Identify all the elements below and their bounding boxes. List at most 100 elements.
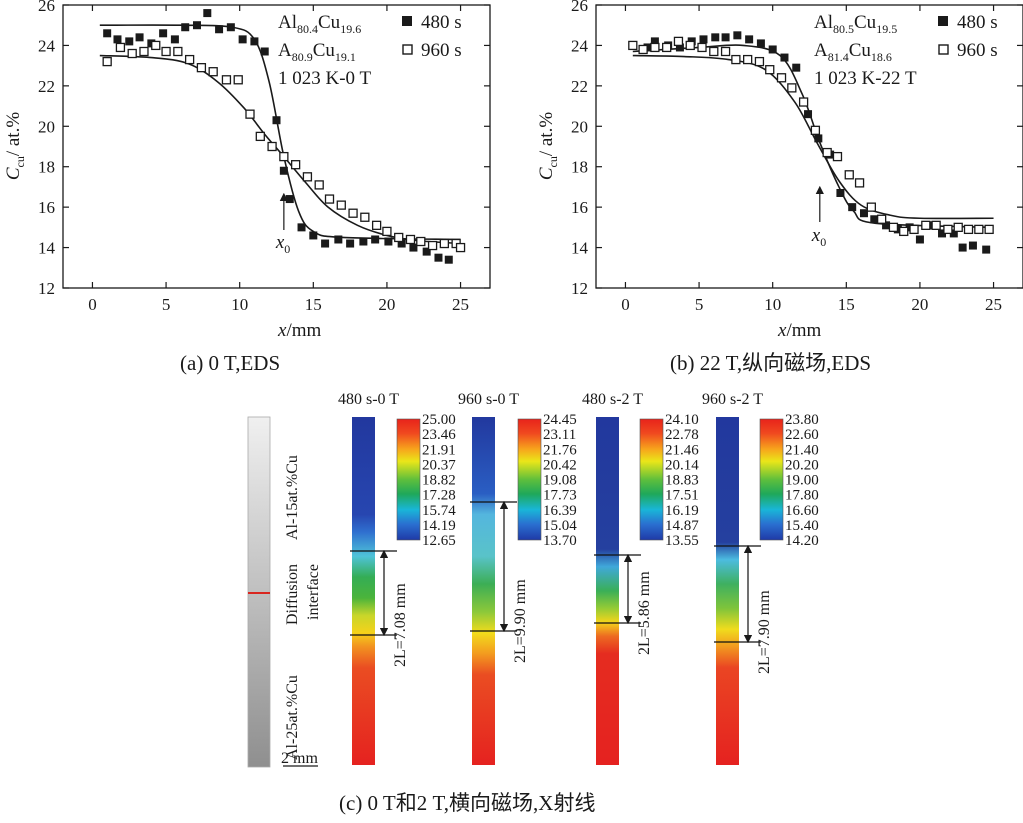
xray-column-title: 480 s-0 T	[338, 391, 399, 408]
data-point-480s	[804, 110, 813, 119]
data-point-960s	[324, 194, 335, 204]
y-tick-label: 24	[38, 36, 56, 55]
data-point-480s	[260, 47, 269, 56]
colorbar-tick-label: 15.04	[543, 518, 577, 534]
data-point-480s	[836, 188, 845, 197]
data-point-480s	[285, 195, 294, 204]
legend-a-line2: A80.9Cu19.1	[278, 40, 356, 64]
y-tick-label: 12	[571, 279, 588, 298]
data-point-960s	[427, 240, 438, 251]
data-point-480s	[870, 215, 879, 224]
plot-frame-b	[595, 4, 1023, 289]
colorbar-tick-label: 20.37	[422, 457, 456, 473]
legend-b-line2: A81.4Cu18.6	[814, 40, 892, 64]
data-point-480s	[203, 9, 212, 18]
data-point-480s	[422, 247, 431, 256]
y-tick-label: 16	[571, 198, 588, 217]
data-point-480s	[371, 235, 380, 244]
data-point-960s	[776, 73, 787, 83]
data-point-960s	[348, 208, 358, 218]
data-point-480s	[650, 37, 659, 46]
data-point-480s	[334, 235, 343, 244]
xray-column-title: 480 s-2 T	[582, 391, 643, 408]
x-tick-label: 20	[911, 295, 928, 314]
data-point-480s	[397, 239, 406, 248]
colorbar-tick-label: 21.91	[422, 442, 456, 458]
data-point-960s	[697, 42, 707, 53]
x-tick-label: 10	[764, 295, 781, 314]
x0-annotation-a: x0	[275, 192, 290, 256]
data-point-480s	[238, 35, 247, 44]
colorbar	[639, 418, 664, 541]
colorbar-tick-label: 14.20	[785, 533, 819, 549]
colorbar-tick-label: 16.19	[665, 503, 699, 519]
data-point-960s	[888, 222, 899, 233]
data-point-480s	[958, 243, 967, 252]
data-point-960s	[832, 151, 843, 162]
colorbar	[396, 418, 421, 541]
data-point-960s	[115, 42, 126, 53]
data-point-960s	[173, 46, 183, 57]
data-point-480s	[103, 29, 112, 38]
data-point-960s	[267, 141, 277, 152]
x0-label-a: x0	[275, 232, 290, 256]
data-point-960s	[360, 212, 370, 222]
y-tick-label: 14	[571, 239, 589, 258]
diffusion-length-label: 2L=9.90 mm	[512, 579, 529, 663]
data-point-480s	[309, 231, 318, 240]
data-point-480s	[359, 237, 368, 246]
colorbar-tick-label: 19.08	[543, 473, 577, 489]
y-tick-label: 22	[38, 77, 55, 96]
colorbar-tick-label: 23.11	[543, 427, 576, 443]
data-point-960s	[371, 220, 382, 230]
y-tick-label: 16	[38, 198, 55, 217]
colorbar-tick-label: 13.70	[543, 533, 577, 549]
concentration-strip	[472, 417, 495, 765]
colorbar-tick-label: 18.82	[422, 473, 456, 489]
data-point-960s	[290, 160, 301, 170]
data-point-960s	[196, 63, 207, 73]
legend-b-label-480: 480 s	[957, 12, 998, 33]
data-point-960s	[102, 56, 112, 67]
schematic-top-label: Al-15at.%Cu	[284, 455, 301, 540]
colorbar-tick-label: 24.10	[665, 412, 699, 428]
data-point-960s	[394, 232, 404, 243]
caption-b: (b) 22 T,纵向磁场,EDS	[670, 351, 871, 375]
data-point-480s	[409, 243, 418, 252]
colorbar-tick-label: 13.55	[665, 533, 699, 549]
plot-frame-a	[62, 4, 491, 289]
legend-b: Al80.5Cu19.5 480 s A81.4Cu18.6 960 s 1 0…	[814, 12, 998, 89]
data-point-960s	[844, 170, 854, 180]
colorbar-tick-label: 14.19	[422, 518, 456, 534]
xray-column: 480 s-0 T2L=7.08 mm25.0023.4621.9120.371…	[338, 391, 456, 765]
data-point-480s	[859, 209, 868, 218]
data-point-960s	[233, 75, 243, 85]
data-point-480s	[226, 23, 235, 32]
data-point-960s	[405, 234, 416, 245]
data-point-480s	[135, 33, 144, 42]
legend-b-marker-filled	[938, 16, 948, 26]
colorbar-tick-label: 21.46	[665, 442, 699, 458]
data-point-480s	[170, 35, 179, 44]
colorbar-tick-label: 18.83	[665, 473, 699, 489]
data-point-960s	[754, 56, 765, 67]
colorbar-tick-label: 16.39	[543, 503, 577, 519]
y-tick-label: 18	[571, 158, 588, 177]
data-point-480s	[272, 116, 281, 125]
y-tick-label: 26	[571, 0, 588, 15]
data-point-960s	[439, 238, 450, 249]
colorbar-tick-label: 23.46	[422, 427, 456, 443]
colorbar-tick-label: 19.00	[785, 473, 819, 489]
xlabel-a: x/mm	[277, 320, 321, 341]
data-point-960s	[184, 54, 195, 65]
colorbar-tick-label: 20.20	[785, 457, 819, 473]
x-tick-label: 5	[162, 295, 171, 314]
data-point-480s	[711, 33, 720, 42]
legend-a-marker-filled	[402, 16, 412, 26]
data-point-960s	[336, 200, 346, 210]
y-tick-label: 24	[571, 36, 589, 55]
data-point-480s	[792, 63, 801, 72]
xray-column: 960 s-0 T2L=9.90 mm24.4523.1121.7620.421…	[458, 391, 577, 765]
data-point-480s	[444, 255, 453, 264]
data-point-480s	[721, 33, 730, 42]
